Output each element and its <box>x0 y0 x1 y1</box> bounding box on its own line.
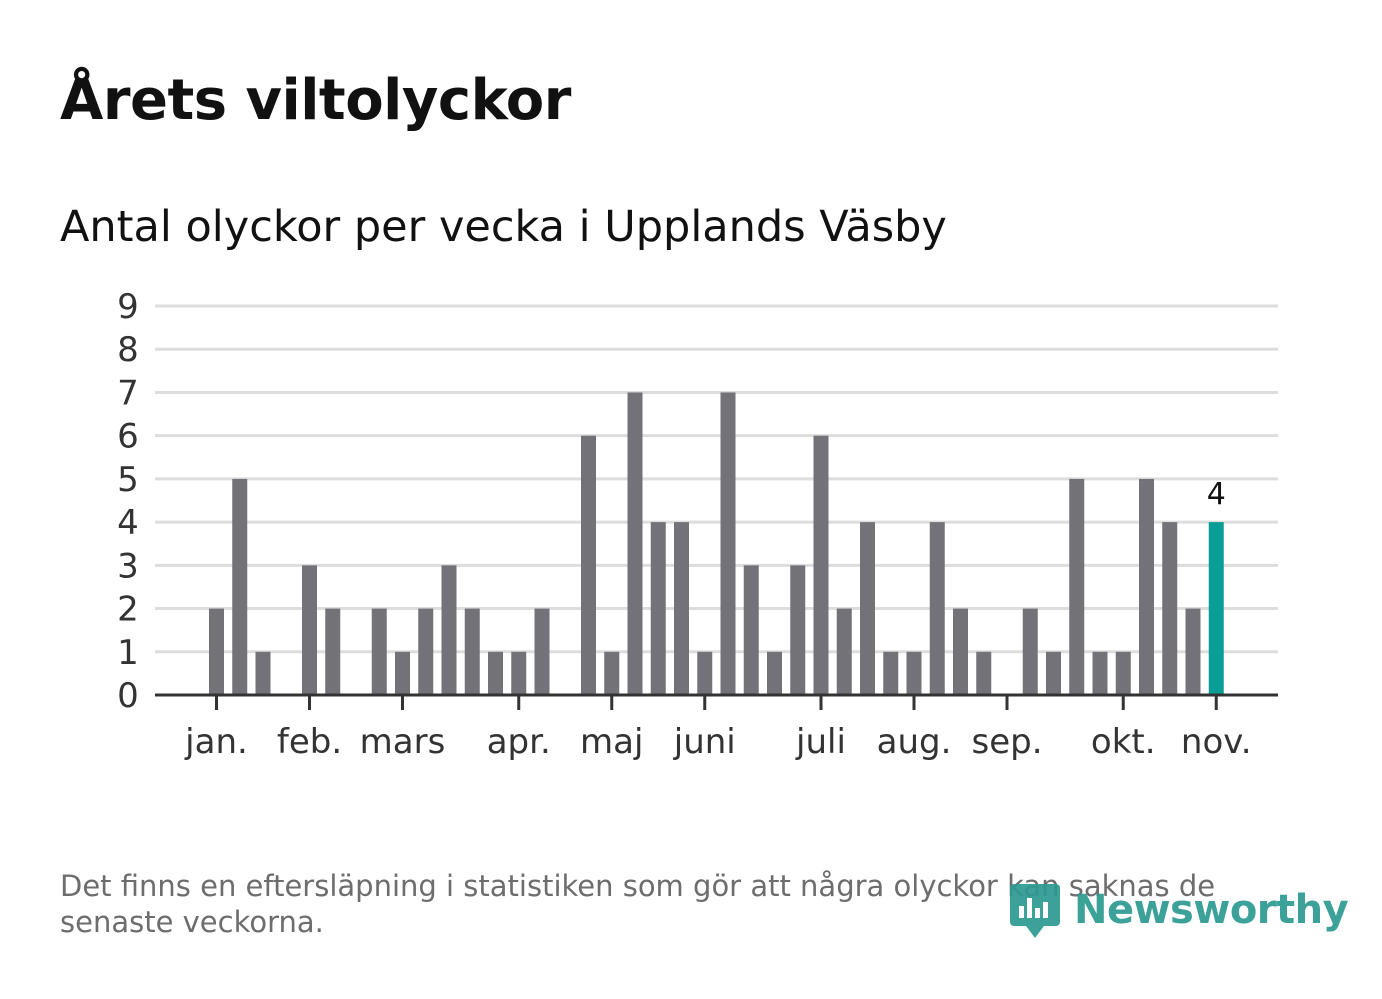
chart-title: Årets viltolyckor <box>60 68 571 133</box>
chart-subtitle: Antal olyckor per vecka i Upplands Väsby <box>60 202 947 252</box>
x-axis-ticks: jan. feb. mars apr. maj juni juli aug. sep. okt. n… <box>184 695 1252 762</box>
y-tick-label: 9 <box>117 287 139 327</box>
x-tick-label: aug. <box>877 722 952 762</box>
bar <box>743 565 759 695</box>
x-tick-label: maj <box>580 722 643 762</box>
gridlines <box>155 304 1278 654</box>
y-tick-label: 8 <box>117 330 139 370</box>
bar <box>441 565 457 695</box>
bar <box>860 522 875 695</box>
y-tick-label: 7 <box>117 373 139 413</box>
bar <box>1092 651 1108 695</box>
bar <box>371 608 387 695</box>
bar <box>929 522 945 695</box>
x-tick-label: jan. <box>184 722 248 762</box>
y-tick-label: 5 <box>117 460 139 500</box>
bar <box>674 522 689 695</box>
bar <box>627 392 643 695</box>
bar <box>604 651 620 695</box>
bar <box>836 608 852 695</box>
bar <box>1022 608 1038 695</box>
bar <box>511 651 527 695</box>
bar <box>232 478 248 695</box>
bar <box>209 608 224 695</box>
bar <box>953 608 968 695</box>
bar <box>720 392 736 695</box>
y-tick-label: 1 <box>117 633 139 673</box>
bar <box>650 522 666 695</box>
bar <box>813 435 829 695</box>
bar <box>1046 651 1061 695</box>
x-tick-label: sep. <box>971 722 1042 762</box>
bar-highlight <box>1208 522 1224 695</box>
bar <box>464 608 480 695</box>
x-tick-label: okt. <box>1091 722 1156 762</box>
bar <box>488 651 503 695</box>
bar <box>976 651 992 695</box>
logo-text: Newsworthy <box>1074 887 1349 933</box>
x-tick-label: nov. <box>1181 722 1252 762</box>
y-tick-label: 2 <box>117 590 139 630</box>
bar <box>697 651 713 695</box>
x-tick-label: feb. <box>277 722 342 762</box>
y-tick-label: 6 <box>117 417 139 457</box>
bar <box>1115 651 1131 695</box>
y-tick-label: 4 <box>117 503 139 543</box>
bar <box>1139 478 1154 695</box>
bar <box>906 651 922 695</box>
bar <box>395 651 410 695</box>
x-tick-label: apr. <box>487 722 551 762</box>
bar <box>1162 522 1178 695</box>
data-labels: 4 <box>1207 477 1226 512</box>
x-tick-label: juni <box>673 722 736 762</box>
bar <box>581 435 596 695</box>
newsworthy-logo: Newsworthy <box>1010 878 1349 942</box>
bar <box>302 565 317 695</box>
newsworthy-bar-chart-icon <box>1010 884 1060 938</box>
x-tick-label: mars <box>360 722 446 762</box>
bar <box>325 608 341 695</box>
bar <box>534 608 550 695</box>
y-tick-label: 0 <box>117 676 139 716</box>
y-tick-label: 3 <box>117 546 139 586</box>
bar <box>255 651 271 695</box>
bar <box>883 651 899 695</box>
bar <box>1185 608 1201 695</box>
bar <box>767 651 782 695</box>
bar <box>418 608 434 695</box>
bar <box>1069 478 1085 695</box>
x-tick-label: juli <box>795 722 846 762</box>
data-label-latest: 4 <box>1207 477 1226 512</box>
bars <box>209 392 1224 695</box>
bar <box>790 565 806 695</box>
